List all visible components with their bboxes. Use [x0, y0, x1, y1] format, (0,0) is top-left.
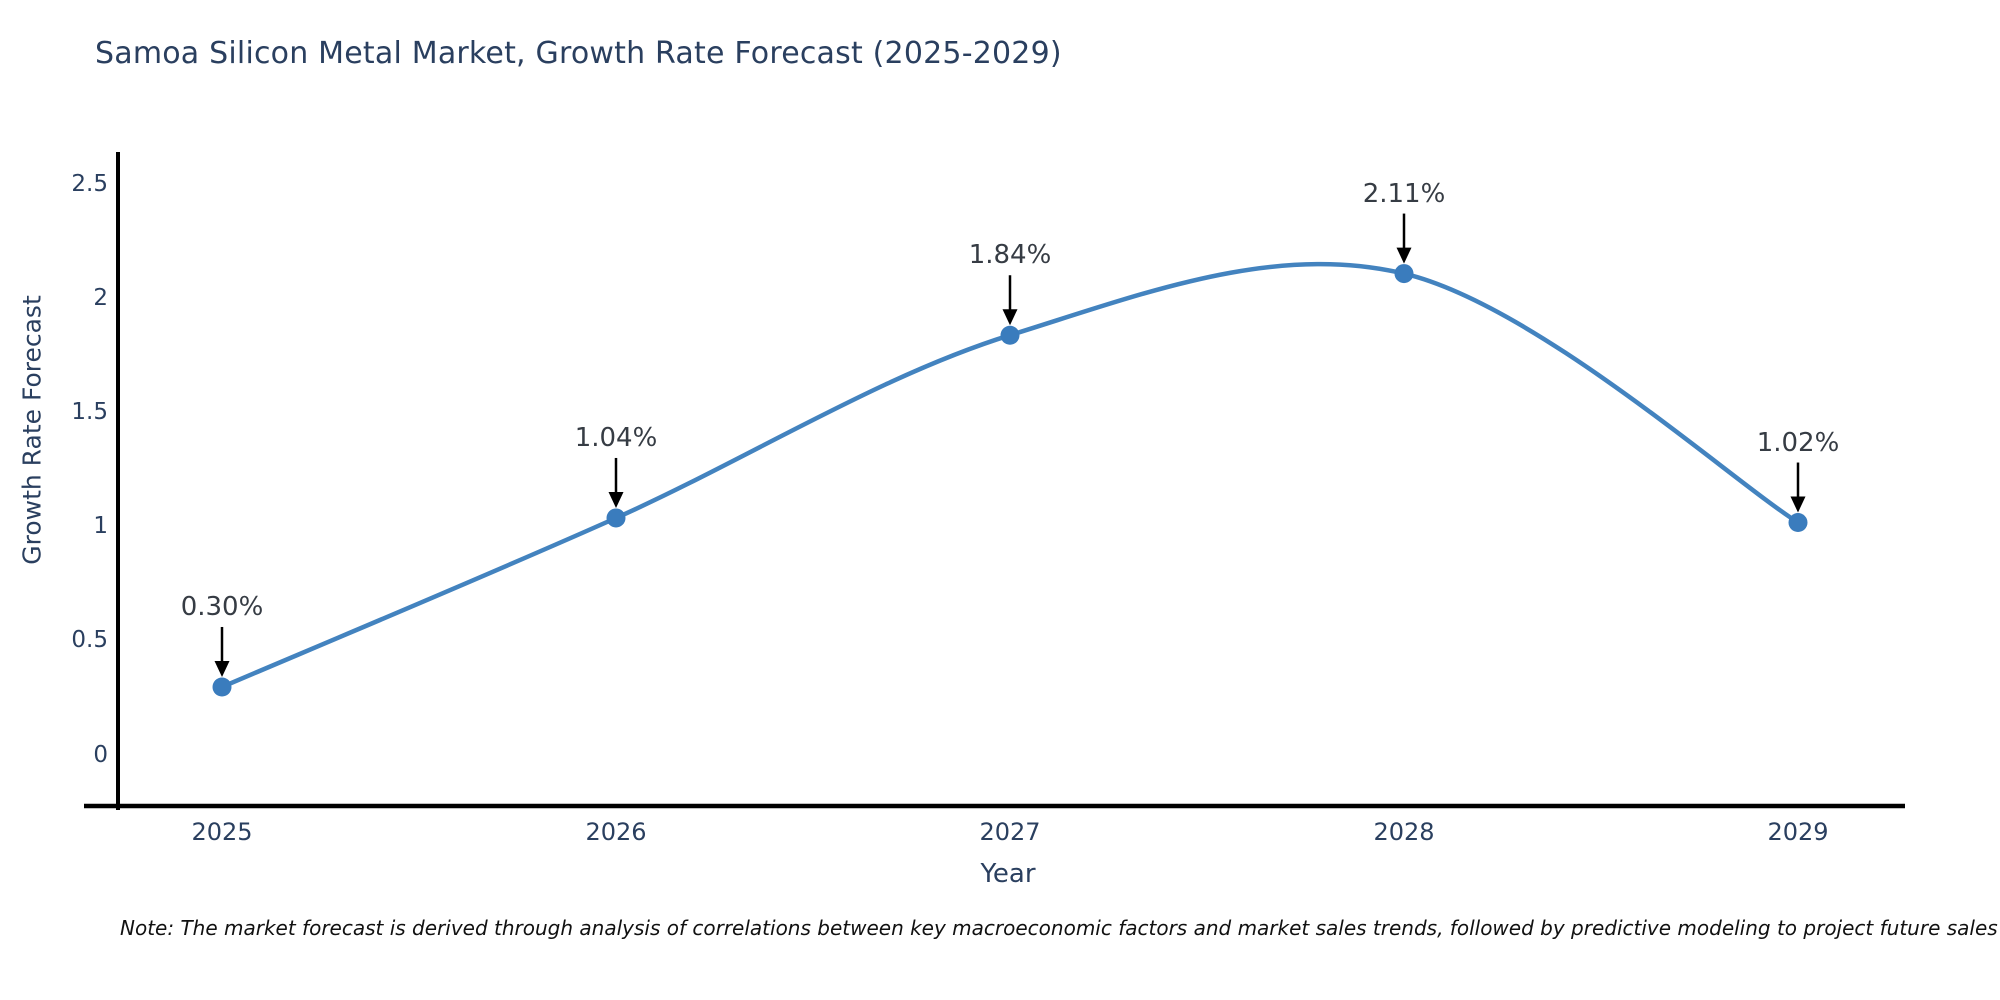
data-point-marker: [1394, 264, 1414, 284]
data-point-label: 1.84%: [968, 240, 1052, 271]
y-tick-label: 1.5: [71, 398, 108, 425]
data-point-label: 1.02%: [1756, 427, 1840, 458]
x-tick-label: 2028: [1373, 818, 1435, 846]
data-point-label: 2.11%: [1362, 178, 1446, 209]
x-tick-label: 2029: [1767, 818, 1829, 846]
data-point-marker: [1788, 513, 1808, 533]
annotation-arrowhead: [1790, 496, 1806, 513]
data-point-marker: [606, 508, 626, 528]
chart-title: Samoa Silicon Metal Market, Growth Rate …: [95, 36, 1062, 71]
y-tick-label: 0: [93, 741, 108, 768]
x-tick-label: 2025: [191, 818, 253, 846]
footnote-text: Note: The market forecast is derived thr…: [120, 916, 1998, 940]
y-tick-label: 2.5: [71, 170, 108, 197]
annotation-arrowhead: [1002, 309, 1018, 326]
annotation-arrowhead: [214, 660, 230, 677]
y-tick-label: 1: [93, 513, 108, 540]
y-tick-label: 2: [93, 284, 108, 311]
data-point-label: 1.04%: [574, 422, 658, 453]
annotation-arrowhead: [608, 491, 624, 508]
y-tick-label: 0.5: [71, 627, 108, 654]
x-tick-label: 2026: [585, 818, 647, 846]
data-point-marker: [1000, 325, 1020, 345]
data-point-marker: [212, 677, 232, 697]
data-point-label: 0.30%: [180, 591, 264, 622]
x-tick-label: 2027: [979, 818, 1041, 846]
x-axis-title: Year: [980, 859, 1036, 889]
annotation-arrowhead: [1396, 247, 1412, 264]
